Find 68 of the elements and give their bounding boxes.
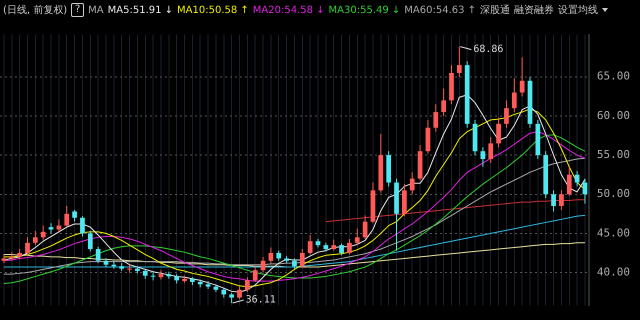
candlestick	[237, 286, 242, 300]
y-tick-label: 60.00	[596, 108, 630, 122]
candlestick	[456, 46, 462, 78]
legend-title: MA	[88, 4, 104, 16]
candlestick	[260, 256, 266, 274]
candlestick	[292, 258, 297, 270]
text: ?	[71, 3, 84, 17]
candlestick	[96, 246, 101, 264]
annotation: 36.11	[246, 294, 276, 306]
candlestick	[402, 184, 407, 217]
candlestick	[410, 172, 415, 195]
y-tick-label: 65.00	[596, 70, 630, 83]
y-tick-label: 50.00	[596, 187, 630, 200]
candlestick	[268, 246, 274, 264]
candlestick	[433, 104, 438, 132]
candlestick	[496, 117, 501, 148]
candlestick	[512, 78, 517, 113]
candlestick	[308, 234, 313, 256]
candlestick	[17, 248, 22, 260]
candlestick	[127, 264, 132, 274]
candlestick	[80, 216, 85, 238]
y-tick-label: 45.00	[596, 226, 630, 240]
candlestick	[276, 250, 282, 262]
text: 融资融券	[514, 4, 554, 17]
candlestick	[566, 166, 572, 196]
candlestick	[48, 222, 54, 234]
candlestick	[158, 270, 164, 280]
text: 深股通	[480, 4, 510, 17]
candlestick	[339, 243, 344, 256]
candlestick	[300, 248, 305, 268]
candlestick	[244, 276, 250, 293]
annotation: 68.86	[473, 44, 504, 56]
text: MA10:50.58 ↑	[177, 4, 249, 16]
candlestick	[72, 209, 77, 222]
candlestick	[331, 239, 336, 252]
candlestick	[504, 100, 509, 128]
candlestick	[441, 88, 446, 116]
candlestick	[574, 170, 580, 187]
candlestick	[520, 56, 524, 97]
candlestick	[64, 206, 70, 228]
candlestick	[347, 238, 352, 256]
text: MA30:55.49 ↓	[328, 4, 400, 16]
candlestick	[582, 178, 588, 204]
candlestick	[174, 274, 180, 284]
text: 设置均线	[558, 4, 598, 17]
candlestick	[488, 136, 494, 164]
candlestick	[426, 119, 430, 154]
candlestick	[25, 236, 30, 256]
y-tick-label: 40.00	[596, 265, 630, 278]
candlestick	[354, 228, 360, 246]
text: MA60:54.63 ↑	[404, 4, 476, 16]
candlestick	[56, 218, 62, 232]
candlestick	[551, 190, 556, 212]
candlestick	[362, 214, 368, 240]
candlestick	[221, 288, 226, 298]
candlestick	[142, 268, 148, 280]
candlestick	[40, 225, 46, 240]
y-tick-label: 55.00	[596, 148, 630, 161]
candlestick	[229, 292, 234, 304]
candlestick	[252, 266, 258, 282]
candlestick	[150, 272, 156, 281]
candlestick	[480, 146, 486, 168]
text: MA20:54.58 ↓	[252, 4, 325, 16]
chart-subtitle: (日线, 前复权)	[3, 4, 68, 17]
text: MA5:51.91 ↓	[108, 4, 174, 16]
candlestick	[88, 230, 93, 252]
candlestick	[559, 190, 564, 210]
candlestick	[32, 230, 38, 246]
